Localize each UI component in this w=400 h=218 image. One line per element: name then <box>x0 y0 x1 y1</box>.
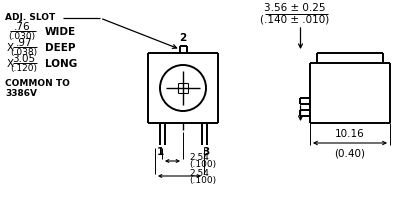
Text: 10.16: 10.16 <box>335 129 365 139</box>
Text: LONG: LONG <box>45 59 77 69</box>
Text: .97: .97 <box>16 38 32 48</box>
Text: (.100): (.100) <box>189 160 216 170</box>
Text: 3.56 ± 0.25: 3.56 ± 0.25 <box>264 3 326 13</box>
Text: X: X <box>7 59 14 69</box>
Text: WIDE: WIDE <box>45 27 76 37</box>
Text: 3: 3 <box>202 147 210 157</box>
Text: (.140 ± .010): (.140 ± .010) <box>260 15 330 25</box>
Text: .76: .76 <box>14 22 30 32</box>
Text: (0.40): (0.40) <box>334 148 366 158</box>
Text: ADJ. SLOT: ADJ. SLOT <box>5 14 55 22</box>
Text: (.038): (.038) <box>10 48 38 56</box>
Text: DEEP: DEEP <box>45 43 76 53</box>
Text: 2.54: 2.54 <box>189 169 209 177</box>
Text: X: X <box>7 43 14 53</box>
Text: 2.54: 2.54 <box>189 153 209 162</box>
Text: 3386V: 3386V <box>5 89 37 97</box>
Text: 2: 2 <box>179 33 187 43</box>
Text: 3.05: 3.05 <box>12 54 36 64</box>
Text: 1: 1 <box>156 147 164 157</box>
Text: (.030): (.030) <box>8 31 36 41</box>
Text: (.120): (.120) <box>10 63 38 73</box>
Text: COMMON TO: COMMON TO <box>5 78 70 87</box>
Text: (.100): (.100) <box>189 175 216 184</box>
